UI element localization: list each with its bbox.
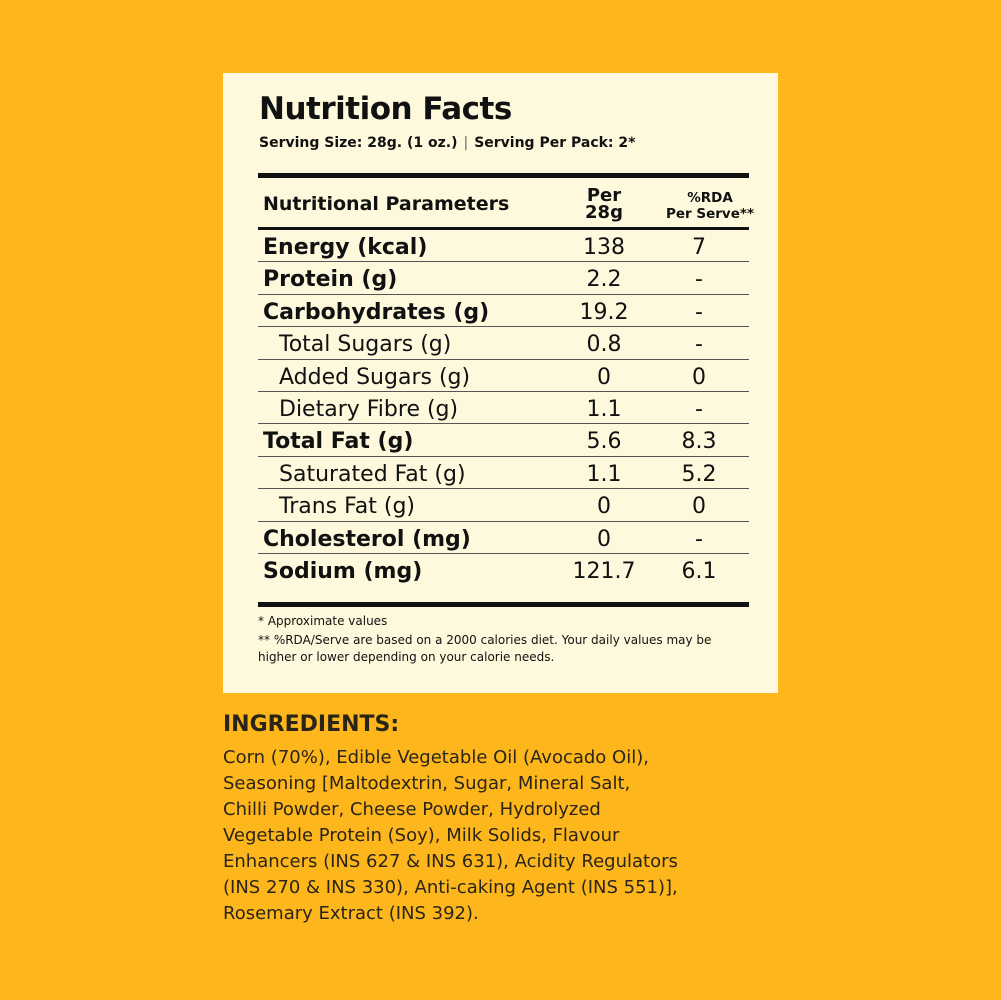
table-row: Total Fat (g) 5.6 8.3 [258,424,749,457]
row-value: 0 [597,364,611,390]
row-rda: 6.1 [681,558,717,584]
row-name: Saturated Fat (g) [279,461,466,487]
table-row: Added Sugars (g) 0 0 [258,360,749,392]
header-per-serving: Per 28g [578,185,630,223]
nutrition-facts-panel: Nutrition Facts Serving Size: 28g. (1 oz… [223,73,778,693]
row-name: Total Sugars (g) [279,332,452,358]
bottom-rule [258,602,749,607]
row-rda: - [695,267,703,293]
header-per-line1: Per [586,185,622,206]
serving-info: Serving Size: 28g. (1 oz.) | Serving Per P… [259,135,635,151]
ingredients-line: (INS 270 & INS 330), Anti-caking Agent (… [223,877,678,898]
table-row: Dietary Fibre (g) 1.1 - [258,392,749,425]
header-rda-line2: Per Serve** [665,206,755,222]
row-rda: - [695,299,703,325]
row-value: 138 [583,235,625,260]
table-row: Carbohydrates (g) 19.2 - [258,295,749,328]
row-value: 1.1 [586,461,622,487]
row-rda: 0 [692,364,706,390]
row-name: Cholesterol (mg) [263,526,471,552]
table-row: Energy (kcal) 138 7 [258,230,749,263]
header-rda-line1: %RDA [687,190,733,206]
row-name: Added Sugars (g) [279,364,471,390]
row-rda: 8.3 [681,429,717,455]
approx-note: * Approximate values [258,614,388,628]
ingredients-list: Corn (70%), Edible Vegetable Oil (Avocad… [223,745,743,927]
nutrition-table-body: Energy (kcal) 138 7 Protein (g) 2.2 - Ca… [258,230,749,586]
table-row: Saturated Fat (g) 1.1 5.2 [258,457,749,490]
row-rda: - [695,526,703,552]
table-row: Protein (g) 2.2 - [258,262,749,295]
serving-separator: | [463,135,469,151]
top-rule [258,173,749,178]
row-rda: 0 [692,494,706,520]
row-name: Energy (kcal) [263,235,428,260]
ingredients-line: Enhancers (INS 627 & INS 631), Acidity R… [223,851,678,872]
row-value: 19.2 [579,299,629,325]
row-name: Total Fat (g) [263,429,414,455]
ingredients-line: Seasoning [Maltodextrin, Sugar, Mineral … [223,773,631,794]
row-value: 0 [597,494,611,520]
row-value: 5.6 [586,429,622,455]
table-header: Nutritional Parameters Per 28g %RDA Per … [258,178,754,230]
ingredients-line: Chilli Powder, Cheese Powder, Hydrolyzed [223,799,601,820]
nutrition-title: Nutrition Facts [259,91,512,127]
rda-note: ** %RDA/Serve are based on a 2000 calori… [258,633,712,664]
serving-size: Serving Size: 28g. (1 oz.) [259,135,458,151]
ingredients-title: INGREDIENTS: [223,712,400,737]
header-per-line2: 28g [585,202,623,223]
row-name: Protein (g) [263,267,398,293]
header-rda: %RDA Per Serve** [662,190,758,222]
ingredients-line: Vegetable Protein (Soy), Milk Solids, Fl… [223,825,620,846]
row-rda: 7 [692,235,706,260]
row-value: 0 [597,526,611,552]
row-name: Dietary Fibre (g) [279,396,459,422]
serving-per-pack: Serving Per Pack: 2* [474,135,636,151]
row-rda: - [695,332,703,358]
row-name: Sodium (mg) [263,558,423,584]
header-parameters: Nutritional Parameters [263,193,510,215]
table-row: Total Sugars (g) 0.8 - [258,327,749,360]
row-value: 0.8 [586,332,622,358]
row-name: Trans Fat (g) [279,494,415,520]
row-value: 2.2 [586,267,622,293]
row-rda: 5.2 [681,461,717,487]
ingredients-line: Corn (70%), Edible Vegetable Oil (Avocad… [223,747,649,768]
row-value: 1.1 [586,396,622,422]
table-row: Sodium (mg) 121.7 6.1 [258,554,749,586]
ingredients-line: Rosemary Extract (INS 392). [223,903,479,924]
table-row: Cholesterol (mg) 0 - [258,522,749,554]
row-name: Carbohydrates (g) [263,299,490,325]
row-rda: - [695,396,703,422]
table-row: Trans Fat (g) 0 0 [258,489,749,522]
row-value: 121.7 [572,558,636,584]
